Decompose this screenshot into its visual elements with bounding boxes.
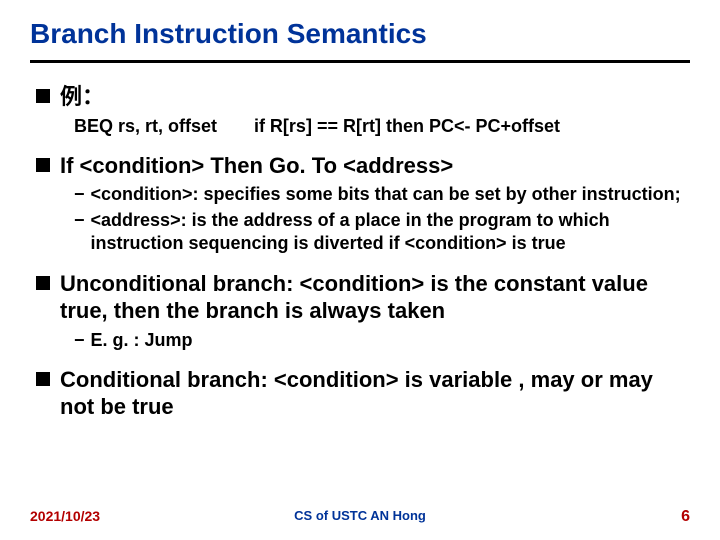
slide-content: 例： BEQ rs, rt, offset if R[rs] == R[rt] … <box>30 83 690 421</box>
square-bullet-icon <box>36 372 50 386</box>
slide: Branch Instruction Semantics 例： BEQ rs, … <box>0 0 720 540</box>
footer-center: CS of USTC AN Hong <box>294 508 426 523</box>
sub-text: E. g. : Jump <box>91 329 193 352</box>
slide-title: Branch Instruction Semantics <box>30 18 690 50</box>
square-bullet-icon <box>36 89 50 103</box>
bullet-text: Unconditional branch: <condition> is the… <box>60 270 690 325</box>
example-code: BEQ rs, rt, offset if R[rs] == R[rt] the… <box>36 115 690 138</box>
dash-icon: − <box>74 183 85 206</box>
code-right: if R[rs] == R[rt] then PC<- PC+offset <box>254 116 560 136</box>
code-left: BEQ rs, rt, offset <box>74 116 217 136</box>
slide-footer: 2021/10/23 CS of USTC AN Hong 6 <box>0 508 720 526</box>
sub-address: − <address>: is the address of a place i… <box>36 209 690 256</box>
bullet-if-then: If <condition> Then Go. To <address> <box>36 152 690 180</box>
square-bullet-icon <box>36 158 50 172</box>
sub-jump: − E. g. : Jump <box>36 329 690 352</box>
dash-icon: − <box>74 329 85 352</box>
bullet-text: Conditional branch: <condition> is varia… <box>60 366 690 421</box>
sub-text: <address>: is the address of a place in … <box>91 209 690 256</box>
dash-icon: − <box>74 209 85 232</box>
sub-condition: − <condition>: specifies some bits that … <box>36 183 690 206</box>
bullet-unconditional: Unconditional branch: <condition> is the… <box>36 270 690 325</box>
bullet-text: 例： <box>60 83 104 111</box>
footer-date: 2021/10/23 <box>30 508 100 524</box>
bullet-text: If <condition> Then Go. To <address> <box>60 152 453 180</box>
bullet-example: 例： <box>36 83 690 111</box>
footer-page-number: 6 <box>681 508 690 526</box>
square-bullet-icon <box>36 276 50 290</box>
bullet-conditional: Conditional branch: <condition> is varia… <box>36 366 690 421</box>
title-rule <box>30 60 690 63</box>
sub-text: <condition>: specifies some bits that ca… <box>91 183 681 206</box>
